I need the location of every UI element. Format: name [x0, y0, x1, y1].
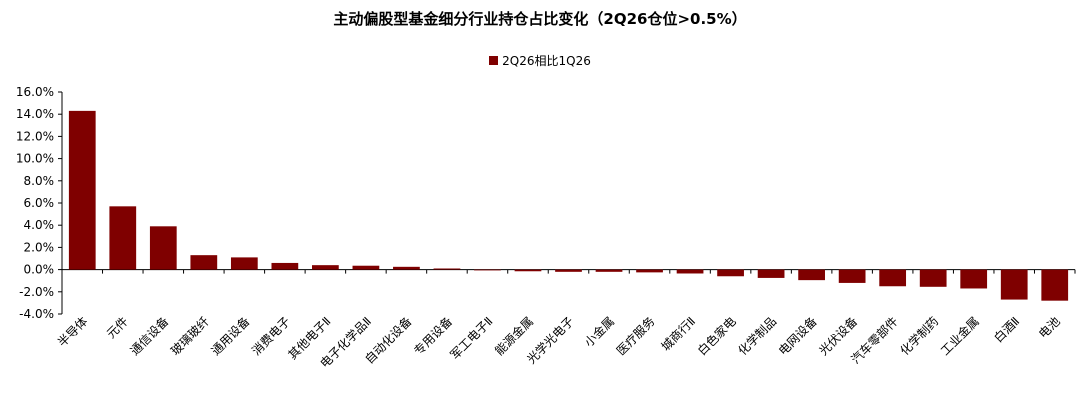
bar [960, 269, 988, 289]
y-tick-label: -4.0% [19, 307, 54, 321]
x-category-label: 小金属 [581, 314, 617, 350]
x-category-label: 白色家电 [694, 314, 739, 359]
bar [474, 269, 501, 271]
legend: 2Q26相比1Q26 [0, 52, 1080, 69]
bar [919, 269, 947, 287]
legend-label: 2Q26相比1Q26 [502, 54, 591, 68]
bar [230, 257, 258, 270]
bar [514, 269, 542, 272]
x-category-label: 通信设备 [128, 314, 172, 358]
bar [190, 255, 218, 270]
bars [68, 110, 1069, 301]
bar [676, 269, 704, 274]
bar [1000, 269, 1028, 300]
x-category-label: 化学制品 [735, 314, 780, 359]
bar [271, 262, 299, 270]
x-category-label: 军工电子Ⅱ [448, 314, 496, 362]
y-tick-label: 2.0% [24, 240, 55, 254]
bar [393, 266, 420, 270]
bar [312, 265, 339, 270]
x-category-label: 工业金属 [937, 314, 982, 359]
bar [595, 269, 623, 272]
y-tick-label: 6.0% [24, 196, 55, 210]
y-tick-label: 16.0% [16, 85, 54, 99]
bar [109, 206, 137, 270]
y-tick-labels: 16.0% 14.0% 12.0% 10.0% 8.0% 6.0% 4.0% 2.0% 0.0%… [16, 85, 54, 321]
bar [555, 269, 582, 272]
bar [433, 268, 461, 270]
bar [757, 269, 785, 278]
y-tick-label: 14.0% [16, 107, 54, 121]
y-tick-label: -2.0% [19, 285, 54, 299]
bar [352, 265, 380, 270]
bar [636, 269, 663, 273]
legend-swatch [489, 56, 499, 65]
x-category-label: 化学制药 [897, 314, 942, 359]
y-tick-label: 8.0% [24, 174, 55, 188]
bar [838, 269, 866, 283]
chart-title: 主动偏股型基金细分行业持仓占比变化（2Q26仓位>0.5%） [333, 10, 747, 28]
y-tick-label: 12.0% [16, 129, 54, 143]
x-category-label: 通用设备 [209, 314, 253, 358]
x-category-label: 电网设备 [776, 314, 820, 358]
x-category-label: 玻璃玻纤 [168, 314, 212, 358]
bar [879, 269, 907, 287]
y-tick-label: 4.0% [24, 218, 55, 232]
bar [68, 110, 96, 270]
bar [717, 269, 744, 277]
bar [798, 269, 825, 281]
y-tick-label: 0.0% [24, 263, 55, 277]
y-tick-label: 10.0% [16, 152, 54, 166]
x-category-label: 城商行Ⅱ [658, 314, 698, 354]
bar [1041, 269, 1069, 301]
x-category-label: 医疗服务 [613, 314, 658, 359]
x-category-label: 白酒Ⅱ [991, 314, 1023, 346]
x-category-label: 电池 [1036, 314, 1063, 341]
bar [149, 226, 177, 270]
x-tick-labels: 半导体 元件通信设备玻璃玻纤通用设备消费电子其他电子Ⅱ电子化学品Ⅱ自动化设备专用设… [55, 314, 1063, 371]
x-category-label: 半导体 [55, 314, 90, 349]
x-category-label: 元件 [104, 314, 131, 341]
